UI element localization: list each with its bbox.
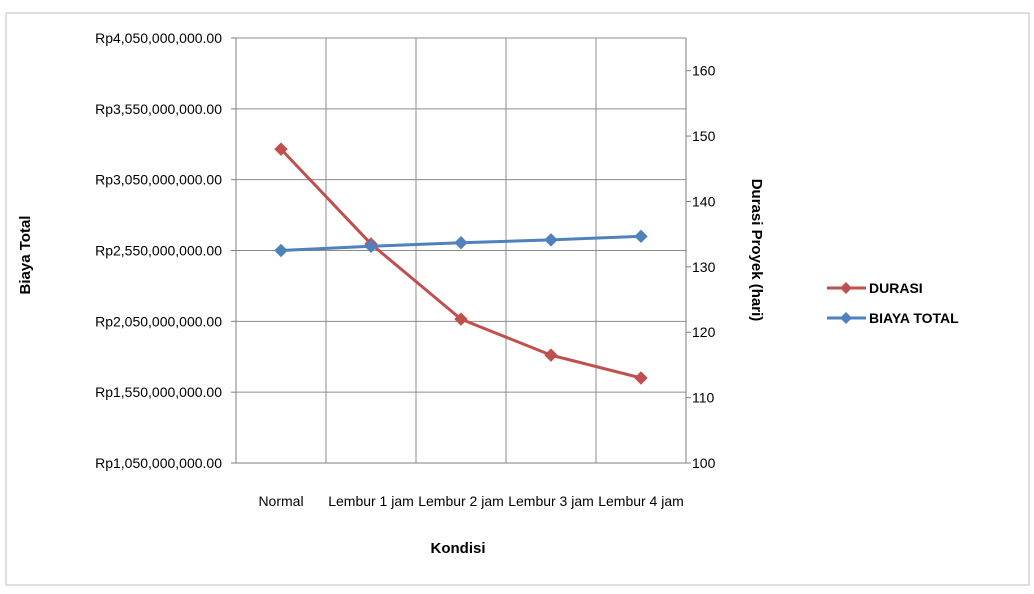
left-tick-label: Rp1,050,000,000.00 [95,455,222,471]
category-labels: Normal Lembur 1 jam Lembur 2 jam Lembur 3 j… [258,493,683,509]
left-tick-label: Rp2,050,000,000.00 [95,313,222,329]
right-tick-label: 100 [692,455,716,471]
right-tick-label: 130 [692,259,716,275]
data-point-durasi [274,142,288,156]
data-point-biaya-total [364,239,378,253]
x-axis-title: Kondisi [431,540,486,557]
category-label: Lembur 1 jam [328,493,414,509]
right-tick-label: 120 [692,324,716,340]
left-axis-ticks: Rp1,050,000,000.00 Rp1,550,000,000.00 Rp2,… [95,30,236,471]
left-tick-label: Rp4,050,000,000.00 [95,30,222,46]
data-point-biaya-total [634,229,648,244]
right-tick-label: 110 [692,390,715,406]
legend-label-durasi: DURASI [869,280,923,296]
right-tick-label: 150 [692,128,716,144]
left-tick-label: Rp2,550,000,000.00 [95,243,222,259]
right-tick-label: 160 [692,63,716,79]
category-label: Normal [258,493,303,509]
right-axis-ticks: 100 110 120 130 140 150 160 [686,63,716,471]
right-tick-label: 140 [692,193,716,209]
data-point-durasi [454,312,468,326]
category-label: Lembur 2 jam [418,493,504,509]
category-label: Lembur 3 jam [508,493,594,509]
left-tick-label: Rp3,050,000,000.00 [95,172,222,188]
data-point-durasi [634,371,648,385]
data-point-biaya-total [544,233,558,247]
category-label: Lembur 4 jam [598,493,684,509]
legend-marker-biaya-total [840,312,852,324]
y-axis-title: Biaya Total [17,216,34,295]
data-point-durasi [544,348,558,362]
left-tick-label: Rp1,550,000,000.00 [95,384,222,400]
series-group [274,142,648,385]
left-tick-label: Rp3,550,000,000.00 [95,101,222,117]
legend-label-biaya-total: BIAYA TOTAL [869,310,959,326]
data-point-biaya-total [454,236,468,250]
legend: DURASI BIAYA TOTAL [827,280,959,326]
legend-marker-durasi [840,282,852,294]
data-point-biaya-total [274,243,288,258]
y2-axis-title: Durasi Proyek (hari) [748,179,765,322]
